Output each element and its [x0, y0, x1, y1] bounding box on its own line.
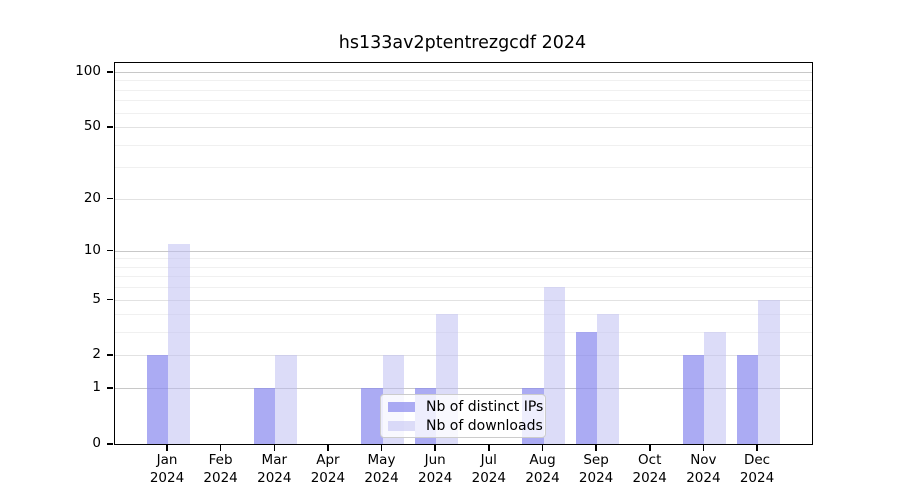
gridline: [115, 299, 812, 301]
y-tick-label: 100: [75, 63, 101, 79]
gridline: [115, 89, 812, 91]
gridline: [115, 80, 812, 82]
gridline: [115, 388, 812, 390]
legend-item: Nb of distinct IPs: [388, 400, 545, 414]
y-tick: [106, 298, 113, 301]
x-tick: [380, 444, 383, 451]
bar-ips-jan: [146, 355, 168, 444]
gridline: [115, 112, 812, 114]
legend: Nb of distinct IPs Nb of downloads: [380, 394, 546, 438]
y-tick: [106, 126, 113, 128]
gridline: [115, 250, 812, 252]
bar-ips-dec: [736, 355, 758, 444]
legend-swatch-icon: [388, 401, 415, 412]
y-tick-label: 50: [83, 118, 101, 135]
x-tick: [702, 444, 705, 451]
x-tick: [756, 444, 758, 451]
x-tick-label-feb: Feb 2024: [203, 452, 238, 486]
x-tick-label-apr: Apr 2024: [310, 452, 346, 486]
x-tick: [273, 444, 275, 451]
x-tick-label-may: May 2024: [364, 452, 399, 486]
chart-title: hs133av2ptentrezgcdf 2024: [338, 33, 587, 53]
bar-downloads-jan: [168, 243, 190, 444]
y-tick: [106, 443, 113, 445]
x-tick: [595, 444, 597, 451]
x-tick: [166, 444, 168, 451]
gridline: [115, 355, 812, 357]
bar-ips-may: [361, 388, 383, 444]
bar-downloads-aug: [543, 287, 565, 444]
y-tick: [106, 71, 113, 73]
y-tick-label: 20: [83, 189, 101, 206]
x-tick: [219, 444, 222, 451]
bar-ips-sep: [575, 332, 598, 444]
gridline: [115, 266, 812, 268]
x-tick-label-nov: Nov 2024: [686, 452, 721, 486]
y-tick-label: 10: [83, 241, 101, 258]
gridline: [115, 314, 812, 316]
gridline: [115, 287, 812, 289]
x-tick: [327, 444, 329, 451]
gridline: [115, 72, 812, 73]
bar-downloads-mar: [275, 355, 297, 444]
y-tick-label: 1: [92, 379, 101, 396]
plot-area: Nb of distinct IPs Nb of downloads: [114, 62, 813, 445]
y-tick: [106, 197, 113, 200]
x-tick: [488, 444, 490, 451]
gridline: [115, 127, 812, 129]
y-tick-label: 5: [92, 290, 101, 307]
bar-downloads-nov: [704, 332, 726, 444]
gridline: [115, 167, 812, 169]
x-tick-label-jul: Jul 2024: [471, 452, 506, 486]
legend-item: Nb of downloads: [388, 419, 545, 433]
y-tick-label: 0: [92, 435, 101, 451]
y-tick: [106, 354, 113, 356]
x-tick-label-sep: Sep 2024: [578, 452, 614, 486]
gridline: [115, 276, 812, 278]
bar-downloads-dec: [758, 299, 780, 444]
legend-swatch-icon: [388, 420, 415, 431]
bar-ips-mar: [253, 388, 276, 444]
bar-ips-nov: [682, 355, 705, 444]
y-tick-label: 2: [92, 346, 101, 363]
y-tick: [106, 387, 113, 389]
x-tick-label-dec: Dec 2024: [739, 452, 775, 486]
gridline: [115, 332, 812, 334]
x-tick-label-mar: Mar 2024: [257, 452, 292, 486]
legend-label: Nb of downloads: [426, 417, 543, 434]
x-tick-label-oct: Oct 2024: [632, 452, 667, 486]
y-tick: [106, 249, 113, 252]
x-tick: [649, 444, 651, 451]
bar-downloads-sep: [597, 314, 619, 444]
x-tick-label-jun: Jun 2024: [418, 452, 453, 486]
x-tick: [434, 444, 436, 451]
gridline: [115, 144, 812, 146]
gridline: [115, 100, 812, 102]
x-tick-label-jan: Jan 2024: [149, 452, 185, 486]
x-tick-label-aug: Aug 2024: [525, 452, 560, 486]
legend-label: Nb of distinct IPs: [426, 398, 544, 415]
x-tick: [541, 444, 544, 451]
gridline: [115, 198, 812, 200]
gridline: [115, 258, 812, 260]
